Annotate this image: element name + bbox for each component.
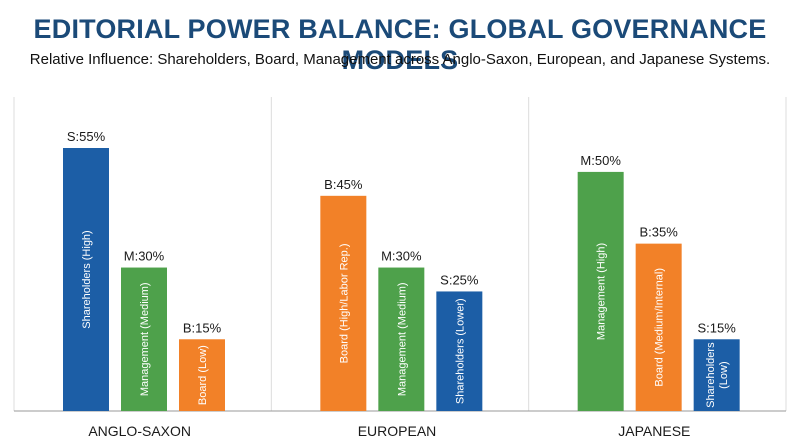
chart-title: EDITORIAL POWER BALANCE: GLOBAL GOVERNAN… bbox=[33, 14, 767, 75]
data-label: S:55% bbox=[67, 129, 106, 144]
data-label: B:35% bbox=[640, 225, 679, 240]
data-label: M:50% bbox=[580, 153, 621, 168]
data-label: S:25% bbox=[440, 272, 479, 287]
bar-board bbox=[179, 339, 225, 411]
x-tick-label: EUROPEAN bbox=[358, 423, 437, 439]
bar-inner-label: Management (Medium) bbox=[139, 282, 151, 396]
chart-subtitle: Relative Influence: Shareholders, Board,… bbox=[29, 51, 771, 68]
data-label: S:15% bbox=[698, 320, 737, 335]
bar-inner-label: Board (Low) bbox=[197, 345, 209, 405]
bar-management bbox=[577, 171, 624, 411]
bar-inner-label: Shareholders (Lower) bbox=[454, 298, 466, 404]
bar-shareholders bbox=[63, 148, 109, 411]
data-label: M:30% bbox=[124, 249, 165, 264]
bar-board bbox=[320, 195, 367, 411]
data-label: M:30% bbox=[381, 249, 422, 264]
bar-inner-label: Shareholders(Low) bbox=[705, 342, 730, 408]
bar-inner-label-line: Shareholders bbox=[705, 342, 717, 408]
x-tick-label: ANGLO-SAXON bbox=[88, 423, 191, 439]
bar-board bbox=[635, 243, 682, 411]
bar-shareholders bbox=[693, 339, 740, 411]
bar-management bbox=[121, 267, 167, 411]
data-label: B:45% bbox=[324, 177, 363, 192]
bar-inner-label: Management (High) bbox=[596, 243, 608, 340]
bar-inner-label-line: (Low) bbox=[718, 361, 730, 389]
bar-inner-label: Management (Medium) bbox=[396, 282, 408, 396]
bar-inner-label: Shareholders (High) bbox=[81, 230, 93, 328]
bar-inner-label: Board (High/Labor Rep.) bbox=[338, 243, 350, 363]
data-label: B:15% bbox=[183, 320, 222, 335]
bar-inner-label: Board (Medium/Internal) bbox=[654, 268, 666, 387]
x-tick-label: JAPANESE bbox=[618, 423, 690, 439]
bar-management bbox=[378, 267, 425, 411]
bar-shareholders bbox=[436, 291, 483, 411]
